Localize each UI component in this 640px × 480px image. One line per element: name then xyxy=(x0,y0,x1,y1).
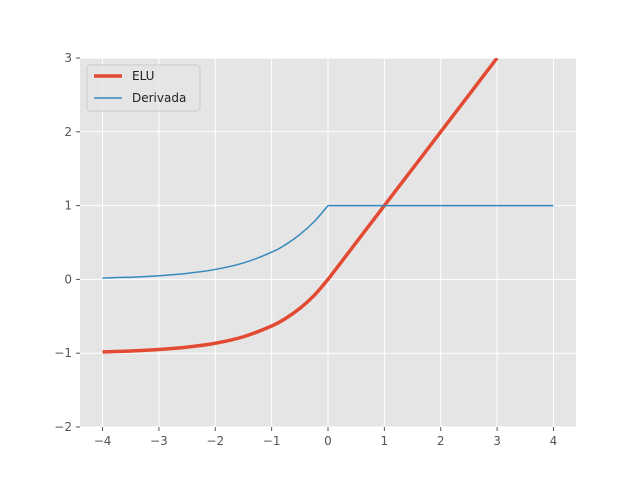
derivada-line xyxy=(102,204,554,279)
x-tick-label: −1 xyxy=(263,434,281,448)
elu-line xyxy=(102,58,499,354)
x-tick-label: 0 xyxy=(324,434,332,448)
tick-labels: −4 −3 −2 −1 0 1 2 3 4 −2 −1 0 1 2 3 xyxy=(54,51,557,448)
y-tick-label: 0 xyxy=(64,272,72,286)
x-tick-label: 3 xyxy=(493,434,501,448)
x-tick-label: −4 xyxy=(94,434,112,448)
series-layer xyxy=(102,58,554,354)
legend-label-elu: ELU xyxy=(132,69,154,83)
tick-marks xyxy=(76,57,554,431)
y-tick-label: 2 xyxy=(64,125,72,139)
legend: ELU Derivada xyxy=(86,64,201,112)
x-tick-label: 1 xyxy=(381,434,389,448)
y-tick-label: 1 xyxy=(64,199,72,213)
y-tick-label: 3 xyxy=(64,51,72,65)
x-tick-label: 4 xyxy=(550,434,558,448)
x-tick-label: 2 xyxy=(437,434,445,448)
x-tick-label: −2 xyxy=(206,434,224,448)
y-tick-label: −2 xyxy=(54,420,72,434)
x-tick-label: −3 xyxy=(150,434,168,448)
legend-label-derivada: Derivada xyxy=(132,91,186,105)
y-tick-label: −1 xyxy=(54,346,72,360)
